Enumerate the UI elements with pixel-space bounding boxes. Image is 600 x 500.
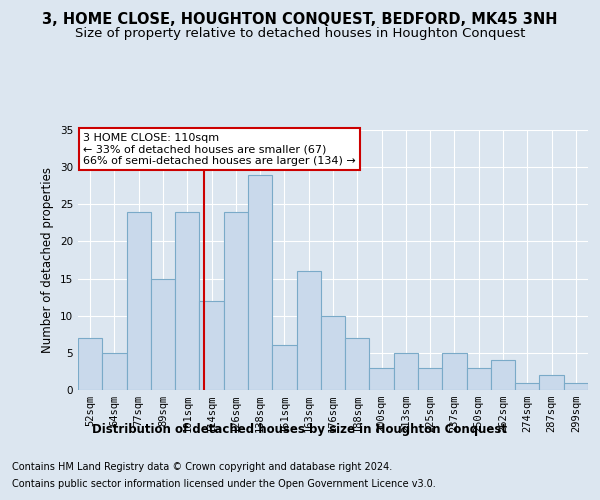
Bar xyxy=(78,338,102,390)
Bar xyxy=(467,368,491,390)
Text: Contains HM Land Registry data © Crown copyright and database right 2024.: Contains HM Land Registry data © Crown c… xyxy=(12,462,392,472)
Y-axis label: Number of detached properties: Number of detached properties xyxy=(41,167,55,353)
Bar xyxy=(491,360,515,390)
Bar xyxy=(539,375,564,390)
Text: 3 HOME CLOSE: 110sqm
← 33% of detached houses are smaller (67)
66% of semi-detac: 3 HOME CLOSE: 110sqm ← 33% of detached h… xyxy=(83,132,356,166)
Bar xyxy=(272,346,296,390)
Bar xyxy=(175,212,199,390)
Bar xyxy=(345,338,370,390)
Bar xyxy=(515,382,539,390)
Bar xyxy=(248,174,272,390)
Bar xyxy=(418,368,442,390)
Bar xyxy=(321,316,345,390)
Bar xyxy=(370,368,394,390)
Bar xyxy=(296,271,321,390)
Bar xyxy=(564,382,588,390)
Text: Contains public sector information licensed under the Open Government Licence v3: Contains public sector information licen… xyxy=(12,479,436,489)
Bar xyxy=(102,353,127,390)
Bar xyxy=(127,212,151,390)
Text: 3, HOME CLOSE, HOUGHTON CONQUEST, BEDFORD, MK45 3NH: 3, HOME CLOSE, HOUGHTON CONQUEST, BEDFOR… xyxy=(42,12,558,28)
Bar xyxy=(224,212,248,390)
Bar xyxy=(199,301,224,390)
Bar xyxy=(394,353,418,390)
Bar xyxy=(151,278,175,390)
Text: Size of property relative to detached houses in Houghton Conquest: Size of property relative to detached ho… xyxy=(75,28,525,40)
Text: Distribution of detached houses by size in Houghton Conquest: Distribution of detached houses by size … xyxy=(92,422,508,436)
Bar xyxy=(442,353,467,390)
